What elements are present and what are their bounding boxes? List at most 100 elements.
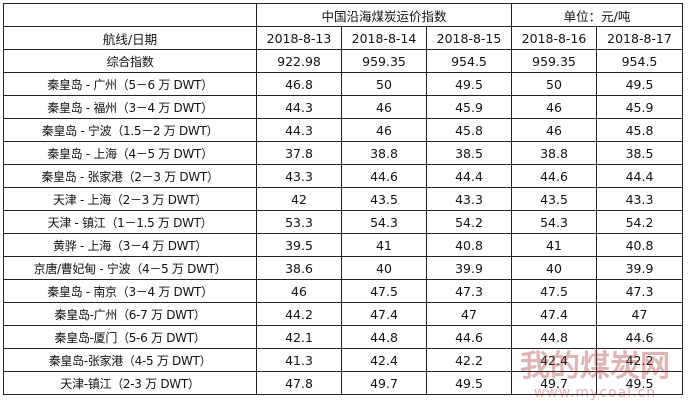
data-row: 秦皇岛 - 南京（3－4 万 DWT） 46 47.5 47.3 47.5 47.3 [3,279,683,303]
route-cell: 秦皇岛 - 福州（3－4 万 DWT） [3,95,257,119]
value-cell: 46.8 [256,72,342,96]
value-cell: 38.6 [256,256,342,280]
value-cell: 47 [596,302,683,326]
data-row: 黄骅 - 上海（3－4 万 DWT） 39.5 41 40.8 41 40.8 [3,233,683,257]
value-cell: 42.2 [596,348,683,372]
value-cell: 42.4 [511,348,597,372]
value-cell: 49.5 [596,371,683,395]
value-cell: 45.9 [426,95,512,119]
value-cell: 44.8 [511,325,597,349]
header-cell: 2018-8-13 [256,26,342,50]
value-cell: 39.9 [596,256,683,280]
header-cell: 2018-8-15 [426,26,512,50]
route-cell: 秦皇岛 - 广州（5－6 万 DWT） [3,72,257,96]
value-cell: 46 [341,95,427,119]
value-cell: 38.5 [596,141,683,165]
value-cell: 40.8 [596,233,683,257]
value-cell: 47 [426,302,512,326]
header-row: 航线/日期 2018-8-13 2018-8-14 2018-8-15 2018-8-1… [3,26,683,50]
header-cell: 2018-8-17 [596,26,683,50]
route-cell: 黄骅 - 上海（3－4 万 DWT） [3,233,257,257]
value-cell: 41.3 [256,348,342,372]
value-cell: 47.4 [511,302,597,326]
value-cell: 42.1 [256,325,342,349]
value-cell: 44.8 [341,325,427,349]
data-row: 秦皇岛-厦门（5-6 万 DWT） 42.1 44.8 44.6 44.8 44.6 [3,325,683,349]
value-cell: 54.3 [341,210,427,234]
value-cell: 46 [511,95,597,119]
value-cell: 47.3 [426,279,512,303]
value-cell: 44.6 [426,325,512,349]
value-cell: 40 [341,256,427,280]
value-cell: 45.8 [426,118,512,142]
route-cell: 秦皇岛 - 南京（3－4 万 DWT） [3,279,257,303]
route-cell: 秦皇岛-张家港（4-5 万 DWT） [3,348,257,372]
route-cell: 天津-镇江（2-3 万 DWT） [3,371,257,395]
value-cell: 959.35 [511,49,597,73]
data-row: 天津 - 上海（2－3 万 DWT） 42 43.5 43.3 43.5 43.3 [3,187,683,211]
value-cell: 46 [511,118,597,142]
header-cell: 2018-8-16 [511,26,597,50]
route-cell: 秦皇岛-厦门（5-6 万 DWT） [3,325,257,349]
data-row: 秦皇岛 - 宁波（1.5－2 万 DWT） 44.3 46 45.8 46 45.8 [3,118,683,142]
value-cell: 44.6 [511,164,597,188]
value-cell: 42 [256,187,342,211]
data-row: 秦皇岛 - 广州（5－6 万 DWT） 46.8 50 49.5 50 49.5 [3,72,683,96]
value-cell: 39.9 [426,256,512,280]
value-cell: 54.2 [596,210,683,234]
data-row: 综合指数 922.98 959.35 954.5 959.35 954.5 [3,49,683,73]
value-cell: 44.2 [256,302,342,326]
value-cell: 40.8 [426,233,512,257]
value-cell: 41 [511,233,597,257]
value-cell: 43.5 [341,187,427,211]
value-cell: 43.3 [256,164,342,188]
freight-index-table: 中国沿海煤炭运价指数 单位：元/吨 航线/日期 2018-8-13 2018-8-1… [3,3,683,395]
data-row: 秦皇岛-张家港（4-5 万 DWT） 41.3 42.4 42.2 42.4 42.2 [3,348,683,372]
unit-label: 单位：元/吨 [511,3,683,27]
data-row: 秦皇岛 - 福州（3－4 万 DWT） 44.3 46 45.9 46 45.9 [3,95,683,119]
value-cell: 49.7 [511,371,597,395]
value-cell: 42.2 [426,348,512,372]
route-cell: 京唐/曹妃甸 - 宁波（4－5 万 DWT） [3,256,257,280]
header-cell: 2018-8-14 [341,26,427,50]
value-cell: 954.5 [596,49,683,73]
value-cell: 39.5 [256,233,342,257]
route-cell: 秦皇岛-广州（6-7 万 DWT） [3,302,257,326]
value-cell: 49.5 [426,72,512,96]
value-cell: 44.6 [341,164,427,188]
route-cell: 综合指数 [3,49,257,73]
value-cell: 53.3 [256,210,342,234]
value-cell: 38.8 [341,141,427,165]
route-cell: 天津 - 镇江（1－1.5 万 DWT） [3,210,257,234]
value-cell: 54.2 [426,210,512,234]
blank-cell [3,3,257,27]
value-cell: 43.3 [426,187,512,211]
value-cell: 49.5 [596,72,683,96]
value-cell: 50 [511,72,597,96]
value-cell: 922.98 [256,49,342,73]
value-cell: 47.3 [596,279,683,303]
value-cell: 43.5 [511,187,597,211]
value-cell: 44.3 [256,118,342,142]
data-row: 秦皇岛 - 张家港（2－3 万 DWT） 43.3 44.6 44.4 44.6 44.4 [3,164,683,188]
value-cell: 49.7 [341,371,427,395]
value-cell: 47.8 [256,371,342,395]
value-cell: 45.8 [596,118,683,142]
value-cell: 44.3 [256,95,342,119]
value-cell: 37.8 [256,141,342,165]
data-row: 京唐/曹妃甸 - 宁波（4－5 万 DWT） 38.6 40 39.9 40 39.9 [3,256,683,280]
value-cell: 43.3 [596,187,683,211]
header-cell: 航线/日期 [3,26,257,50]
value-cell: 41 [341,233,427,257]
value-cell: 46 [341,118,427,142]
route-cell: 秦皇岛 - 宁波（1.5－2 万 DWT） [3,118,257,142]
value-cell: 47.4 [341,302,427,326]
value-cell: 44.4 [426,164,512,188]
value-cell: 54.3 [511,210,597,234]
route-cell: 秦皇岛 - 张家港（2－3 万 DWT） [3,164,257,188]
value-cell: 42.4 [341,348,427,372]
value-cell: 46 [256,279,342,303]
data-row: 天津-镇江（2-3 万 DWT） 47.8 49.7 49.5 49.7 49.5 [3,371,683,395]
value-cell: 959.35 [341,49,427,73]
